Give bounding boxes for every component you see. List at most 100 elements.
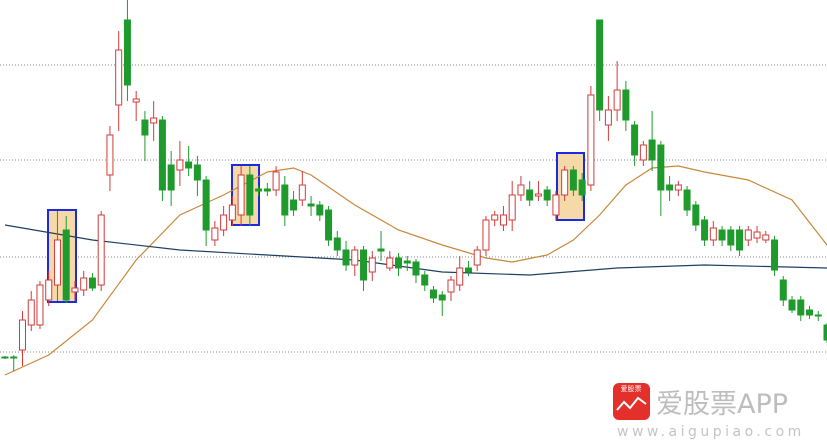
candle-body (421, 274, 429, 286)
candle-body (237, 174, 245, 216)
candle-body (193, 164, 201, 181)
candle-body (806, 309, 814, 316)
candle-body (377, 248, 385, 252)
candle-body (263, 188, 271, 192)
candle-body (456, 267, 464, 286)
candle-body (604, 109, 612, 126)
candle-body (447, 279, 455, 293)
candle-body (325, 209, 333, 241)
candle-body (18, 319, 26, 351)
badge-text: 爱股票 (621, 385, 642, 393)
candle-body (526, 189, 534, 201)
candle-body (491, 214, 499, 221)
candle-body (132, 98, 140, 103)
candle-body (429, 289, 437, 299)
candle-body (220, 214, 228, 231)
candle-body (596, 19, 604, 111)
candle-body (167, 164, 175, 191)
candle-body (395, 257, 403, 269)
candle-body (771, 239, 779, 271)
candle-body (62, 229, 70, 301)
candle-body (141, 119, 149, 136)
candle-body (298, 184, 306, 201)
candle-body (473, 249, 481, 266)
candle-body (814, 314, 822, 317)
candle-body (639, 144, 647, 161)
candle-body (499, 214, 507, 226)
candle-body (718, 229, 726, 241)
candle-body (482, 219, 490, 251)
candle-body (150, 117, 158, 124)
candle-body (71, 287, 79, 293)
candle-body (97, 214, 105, 286)
candle-body (578, 179, 586, 196)
candle-body (823, 324, 827, 341)
candle-body (45, 279, 53, 301)
watermark-name: 爱股票APP (656, 389, 788, 420)
candle-body (569, 169, 577, 191)
candle-body (36, 284, 44, 326)
candle-body (464, 267, 472, 273)
highlight-box (47, 209, 77, 303)
watermark-url: www.aigupiao.com (617, 424, 805, 440)
candle-body (744, 229, 752, 241)
moving-average (4, 165, 827, 376)
candle-body (158, 119, 166, 191)
candle-body (360, 249, 368, 281)
candle-body (561, 169, 569, 196)
badge-icon (616, 396, 647, 411)
candle-body (1, 356, 9, 359)
candle-body (543, 189, 551, 201)
candle-body (736, 229, 744, 251)
candle-body (185, 161, 193, 169)
candle-body (211, 227, 219, 241)
candle-body (27, 299, 35, 326)
badge (613, 383, 650, 420)
candle-body (613, 89, 621, 111)
candle-body (351, 249, 359, 266)
candle-body (508, 194, 516, 221)
candle-body (53, 239, 61, 286)
candle-body (281, 184, 289, 216)
candle-body (10, 356, 18, 359)
watermark: 爱股票 爱股票APP www.aigupiao.com (613, 383, 805, 440)
plot (1, 0, 827, 376)
candle-body (683, 189, 691, 211)
candle-body (552, 194, 560, 216)
candle-body (534, 193, 542, 197)
candle-body (753, 231, 761, 239)
candle-body (228, 204, 236, 221)
candle-body (701, 219, 709, 241)
candle-body (788, 299, 796, 311)
candle-body (692, 204, 700, 226)
candle-body (368, 257, 376, 273)
candle-body (106, 134, 114, 176)
candle-body (412, 261, 420, 276)
candle-body (657, 144, 665, 191)
candle-body (307, 203, 315, 207)
candle-body (115, 49, 123, 106)
candle-body (333, 237, 341, 251)
candle-body (255, 188, 263, 192)
candle-body (727, 229, 735, 246)
candle-body (80, 277, 88, 291)
candle-body (386, 257, 394, 269)
candle-body (290, 199, 298, 211)
candle-body (272, 171, 280, 191)
candle-body (779, 279, 787, 301)
candle-body (438, 294, 446, 301)
candle-body (246, 174, 254, 216)
candle-body (674, 184, 682, 191)
candle-body (316, 204, 324, 216)
candle-body (123, 19, 131, 86)
candle-body (797, 299, 805, 316)
candle-body (176, 159, 184, 171)
candle-body (587, 94, 595, 186)
candle-body (762, 234, 770, 241)
highlight-box (231, 164, 260, 226)
candle-body (403, 260, 411, 264)
candle-body (709, 227, 717, 241)
candle-body (648, 139, 656, 161)
candle-body (517, 184, 525, 196)
